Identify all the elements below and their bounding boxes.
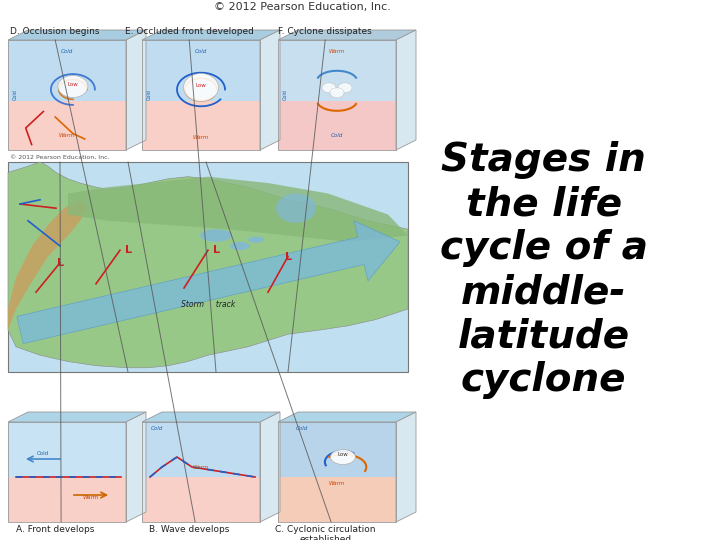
Text: D. Occlusion begins: D. Occlusion begins bbox=[11, 27, 100, 36]
Ellipse shape bbox=[230, 242, 250, 250]
Ellipse shape bbox=[58, 76, 88, 98]
Text: E. Occluded front developed: E. Occluded front developed bbox=[125, 27, 253, 36]
Bar bbox=[278, 40, 396, 100]
Bar bbox=[278, 422, 396, 522]
Text: Warm: Warm bbox=[329, 481, 345, 486]
Text: F. Cyclone dissipates: F. Cyclone dissipates bbox=[279, 27, 372, 36]
Polygon shape bbox=[396, 412, 416, 522]
Text: Cold: Cold bbox=[331, 133, 343, 138]
Polygon shape bbox=[142, 412, 280, 422]
Polygon shape bbox=[278, 30, 416, 40]
Bar bbox=[142, 40, 260, 150]
Polygon shape bbox=[126, 412, 146, 522]
Polygon shape bbox=[8, 162, 408, 368]
Ellipse shape bbox=[184, 73, 218, 102]
Text: Cold: Cold bbox=[37, 451, 49, 456]
Text: C. Cyclonic circulation
established: C. Cyclonic circulation established bbox=[275, 525, 375, 540]
Text: Warm: Warm bbox=[193, 135, 209, 140]
Polygon shape bbox=[260, 412, 280, 522]
Bar bbox=[8, 422, 126, 477]
Text: L: L bbox=[212, 245, 220, 255]
Bar bbox=[8, 477, 126, 522]
Text: Cold: Cold bbox=[13, 90, 18, 100]
Polygon shape bbox=[260, 30, 280, 150]
Text: © 2012 Pearson Education, Inc.: © 2012 Pearson Education, Inc. bbox=[214, 2, 391, 12]
Text: Warm: Warm bbox=[193, 465, 209, 470]
Text: Cold: Cold bbox=[296, 426, 308, 431]
Ellipse shape bbox=[322, 83, 336, 93]
Bar bbox=[278, 40, 396, 150]
Text: A. Front develops: A. Front develops bbox=[16, 525, 94, 534]
Text: Low: Low bbox=[68, 82, 78, 87]
Text: Warm: Warm bbox=[83, 495, 99, 500]
Ellipse shape bbox=[248, 237, 264, 243]
Text: L: L bbox=[125, 245, 132, 255]
Polygon shape bbox=[142, 30, 280, 40]
Bar bbox=[8, 40, 126, 150]
Text: Warm: Warm bbox=[59, 133, 75, 138]
Text: Cold: Cold bbox=[147, 90, 152, 100]
Bar bbox=[278, 477, 396, 522]
Text: L: L bbox=[56, 258, 63, 268]
Text: Cold: Cold bbox=[151, 426, 163, 431]
Polygon shape bbox=[68, 177, 408, 242]
Polygon shape bbox=[17, 221, 400, 343]
Polygon shape bbox=[396, 30, 416, 150]
Text: Cold: Cold bbox=[61, 49, 73, 54]
Bar bbox=[8, 162, 408, 372]
Polygon shape bbox=[8, 200, 88, 330]
Ellipse shape bbox=[338, 83, 352, 93]
Text: Cold: Cold bbox=[283, 90, 288, 100]
Text: B. Wave develops: B. Wave develops bbox=[149, 525, 230, 534]
Text: Storm     track: Storm track bbox=[181, 300, 235, 309]
Text: Low: Low bbox=[338, 451, 348, 456]
Bar bbox=[142, 100, 260, 150]
Text: Low: Low bbox=[196, 83, 207, 88]
Polygon shape bbox=[8, 412, 146, 422]
Bar bbox=[142, 40, 260, 100]
Text: Warm: Warm bbox=[329, 49, 345, 54]
Text: Cold: Cold bbox=[195, 49, 207, 54]
Text: Stages in
the life
cycle of a
middle-
latitude
cyclone: Stages in the life cycle of a middle- la… bbox=[440, 141, 647, 399]
Bar bbox=[278, 100, 396, 150]
Bar bbox=[142, 477, 260, 522]
Bar bbox=[142, 422, 260, 522]
Polygon shape bbox=[8, 30, 146, 40]
Bar bbox=[142, 422, 260, 477]
Ellipse shape bbox=[330, 88, 344, 98]
Bar bbox=[8, 422, 126, 522]
Polygon shape bbox=[126, 30, 146, 150]
Polygon shape bbox=[278, 412, 416, 422]
Ellipse shape bbox=[200, 229, 232, 242]
Ellipse shape bbox=[276, 193, 316, 223]
Bar bbox=[8, 100, 126, 150]
Bar bbox=[278, 422, 396, 477]
Ellipse shape bbox=[330, 449, 356, 464]
Text: L: L bbox=[284, 252, 292, 261]
Bar bbox=[8, 40, 126, 100]
Text: © 2012 Pearson Education, Inc.: © 2012 Pearson Education, Inc. bbox=[10, 155, 109, 160]
